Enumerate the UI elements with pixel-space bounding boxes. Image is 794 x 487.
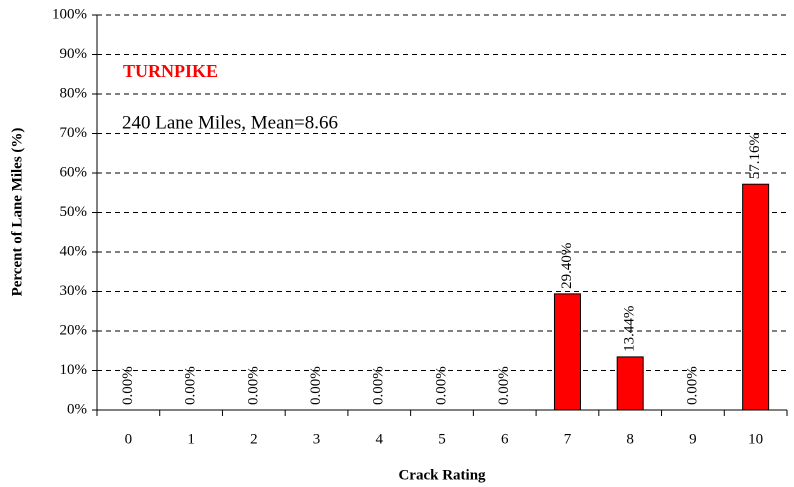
y-axis-label: Percent of Lane Miles (%) <box>9 128 25 297</box>
value-label: 13.44% <box>622 306 638 352</box>
value-label: 0.00% <box>308 366 324 405</box>
y-tick-label: 100% <box>52 6 87 22</box>
x-tick-label: 3 <box>313 431 321 447</box>
x-tick-label: 8 <box>626 431 634 447</box>
y-tick-label: 70% <box>60 125 88 141</box>
y-tick-label: 20% <box>60 322 88 338</box>
x-tick-label: 1 <box>187 431 195 447</box>
y-tick-label: 50% <box>60 204 88 220</box>
x-tick-label: 0 <box>125 431 133 447</box>
x-tick-label: 2 <box>250 431 258 447</box>
y-tick-label: 40% <box>60 243 88 259</box>
x-tick-label: 9 <box>689 431 697 447</box>
x-tick-label: 5 <box>438 431 446 447</box>
value-label: 57.16% <box>747 133 763 179</box>
bar <box>742 183 770 411</box>
value-label: 0.00% <box>371 366 387 405</box>
x-tick-label: 10 <box>748 431 763 447</box>
value-label: 0.00% <box>245 366 261 405</box>
x-tick-label: 4 <box>376 431 384 447</box>
value-label: 0.00% <box>183 366 199 405</box>
y-tick-label: 80% <box>60 85 88 101</box>
bar <box>616 356 644 411</box>
value-label: 29.40% <box>559 243 575 289</box>
y-tick-label: 30% <box>60 283 88 299</box>
y-tick-label: 0% <box>67 401 87 417</box>
y-tick-label: 90% <box>60 46 88 62</box>
annotation-title: TURNPIKE <box>123 61 218 81</box>
value-label: 0.00% <box>120 366 136 405</box>
x-tick-label: 7 <box>564 431 572 447</box>
bar <box>553 293 581 411</box>
x-tick-label: 6 <box>501 431 509 447</box>
x-axis-label: Crack Rating <box>398 467 486 483</box>
value-label: 0.00% <box>433 366 449 405</box>
y-tick-label: 10% <box>60 362 88 378</box>
value-label: 0.00% <box>684 366 700 405</box>
value-label: 0.00% <box>496 366 512 405</box>
y-tick-label: 60% <box>60 164 88 180</box>
annotation-subtitle: 240 Lane Miles, Mean=8.66 <box>122 112 338 133</box>
